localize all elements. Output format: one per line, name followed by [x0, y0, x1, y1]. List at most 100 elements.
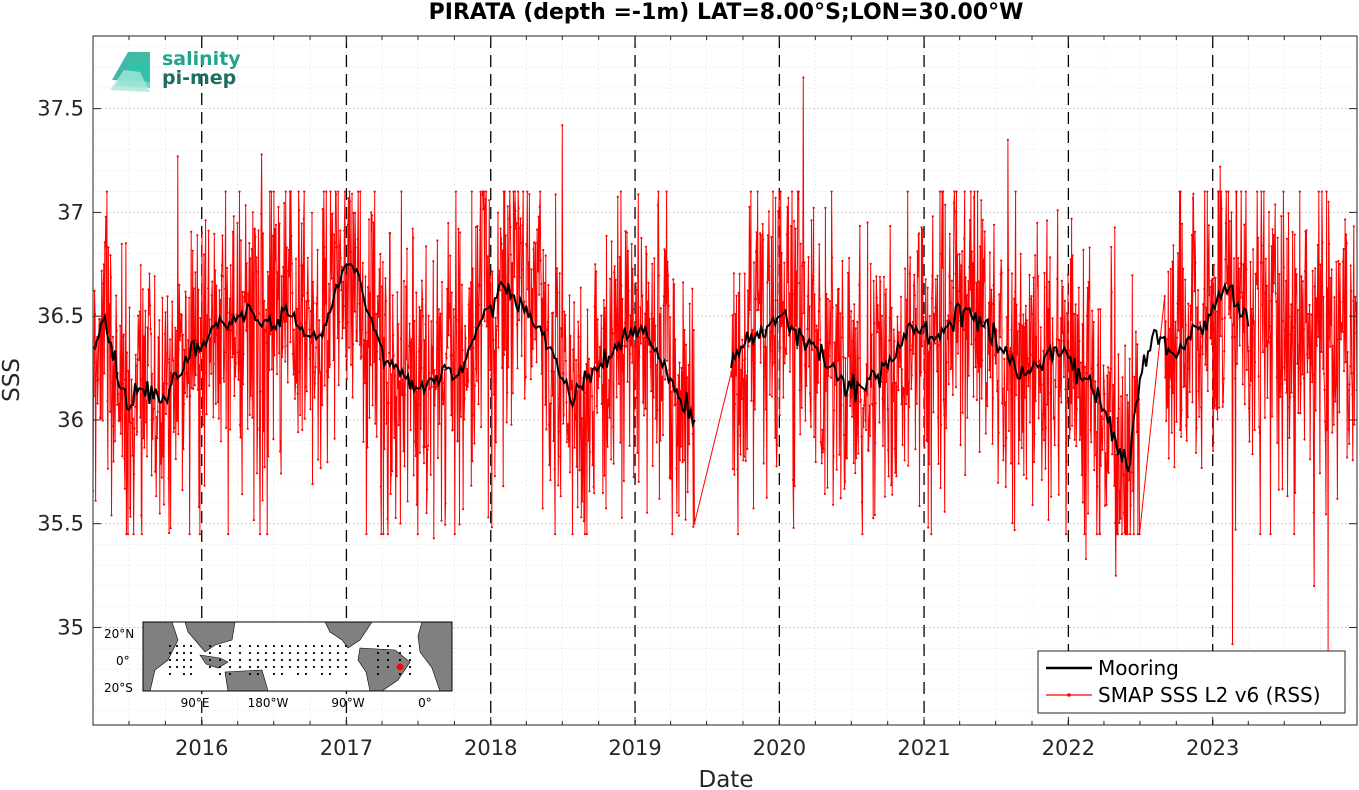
smap-point — [764, 408, 767, 411]
smap-point — [1047, 280, 1051, 283]
smap-point — [135, 364, 138, 367]
smap-point — [865, 363, 868, 366]
smap-point — [506, 391, 509, 394]
smap-point — [325, 370, 328, 373]
smap-point — [986, 404, 989, 408]
smap-point — [402, 280, 406, 283]
x-tick-label: 2017 — [320, 736, 373, 760]
smap-point — [860, 435, 863, 438]
smap-point — [1293, 533, 1296, 536]
smap-point — [894, 471, 897, 474]
smap-point — [492, 339, 495, 342]
smap-point — [379, 485, 382, 488]
smap-point — [1289, 396, 1292, 399]
smap-point — [415, 291, 418, 294]
smap-point — [598, 375, 601, 378]
smap-point — [736, 533, 740, 536]
smap-point — [1305, 229, 1308, 232]
smap-point — [330, 277, 333, 280]
smap-point — [862, 404, 866, 407]
smap-point — [1189, 318, 1192, 321]
smap-point — [1312, 374, 1315, 377]
smap-point — [776, 443, 779, 446]
smap-point — [250, 360, 253, 363]
smap-point — [1113, 226, 1116, 229]
smap-point — [647, 281, 650, 284]
smap-point — [186, 375, 189, 378]
smap-point — [778, 414, 781, 417]
smap-point — [102, 282, 105, 285]
smap-point — [495, 325, 499, 328]
smap-point — [1354, 309, 1357, 312]
smap-point — [1326, 287, 1329, 290]
smap-point — [1063, 332, 1066, 335]
smap-point — [267, 455, 270, 458]
smap-point — [864, 419, 867, 422]
smap-point — [772, 361, 776, 364]
smap-point — [1097, 308, 1100, 311]
y-tick-label: 35 — [57, 615, 84, 639]
smap-point — [412, 237, 415, 240]
smap-point — [490, 526, 493, 529]
smap-point — [1351, 459, 1354, 462]
smap-point — [760, 234, 763, 237]
smap-point — [285, 246, 288, 249]
smap-point — [460, 331, 463, 334]
smap-point — [1323, 420, 1327, 423]
smap-point — [196, 388, 199, 391]
smap-point — [569, 388, 573, 391]
smap-point — [892, 328, 895, 331]
map-mooring-dot — [398, 651, 402, 655]
smap-point — [1104, 452, 1107, 455]
smap-point — [1120, 533, 1124, 536]
smap-point — [1302, 377, 1305, 380]
smap-point — [688, 302, 691, 305]
smap-point — [511, 261, 514, 264]
smap-point — [777, 210, 780, 213]
smap-point — [890, 484, 893, 487]
smap-point — [1031, 503, 1034, 507]
smap-point — [1049, 392, 1052, 395]
smap-point — [416, 390, 419, 393]
smap-point — [581, 500, 584, 503]
smap-point — [826, 298, 830, 301]
smap-point — [214, 269, 217, 272]
smap-point — [142, 437, 145, 440]
smap-point — [384, 277, 387, 280]
smap-point — [537, 270, 540, 273]
smap-point — [882, 275, 886, 278]
smap-point — [684, 382, 687, 385]
smap-point — [607, 379, 611, 382]
smap-point — [464, 324, 467, 328]
smap-point — [1277, 305, 1280, 308]
smap-point — [780, 325, 783, 328]
smap-point — [810, 219, 813, 222]
smap-point — [180, 314, 183, 317]
smap-point — [674, 403, 678, 406]
smap-point — [564, 313, 567, 317]
smap-point — [352, 343, 355, 346]
smap-point — [1271, 415, 1274, 418]
smap-point — [377, 311, 380, 314]
smap-point — [1273, 282, 1276, 285]
smap-point — [592, 485, 595, 488]
smap-point — [594, 361, 597, 364]
plot-frame — [92, 35, 1358, 726]
smap-point — [1094, 380, 1097, 383]
smap-point — [969, 190, 973, 193]
smap-point — [624, 230, 627, 233]
smap-point — [770, 395, 774, 398]
smap-point — [507, 366, 510, 369]
smap-point — [1099, 464, 1102, 467]
smap-point — [142, 335, 145, 338]
smap-point — [830, 190, 833, 193]
smap-point — [680, 366, 683, 369]
smap-point — [150, 332, 153, 336]
smap-point — [382, 533, 385, 536]
smap-point — [1280, 215, 1283, 218]
smap-point — [328, 363, 331, 366]
smap-point — [1311, 269, 1314, 273]
smap-point — [982, 258, 985, 261]
smap-point — [578, 469, 581, 472]
smap-point — [585, 363, 588, 366]
